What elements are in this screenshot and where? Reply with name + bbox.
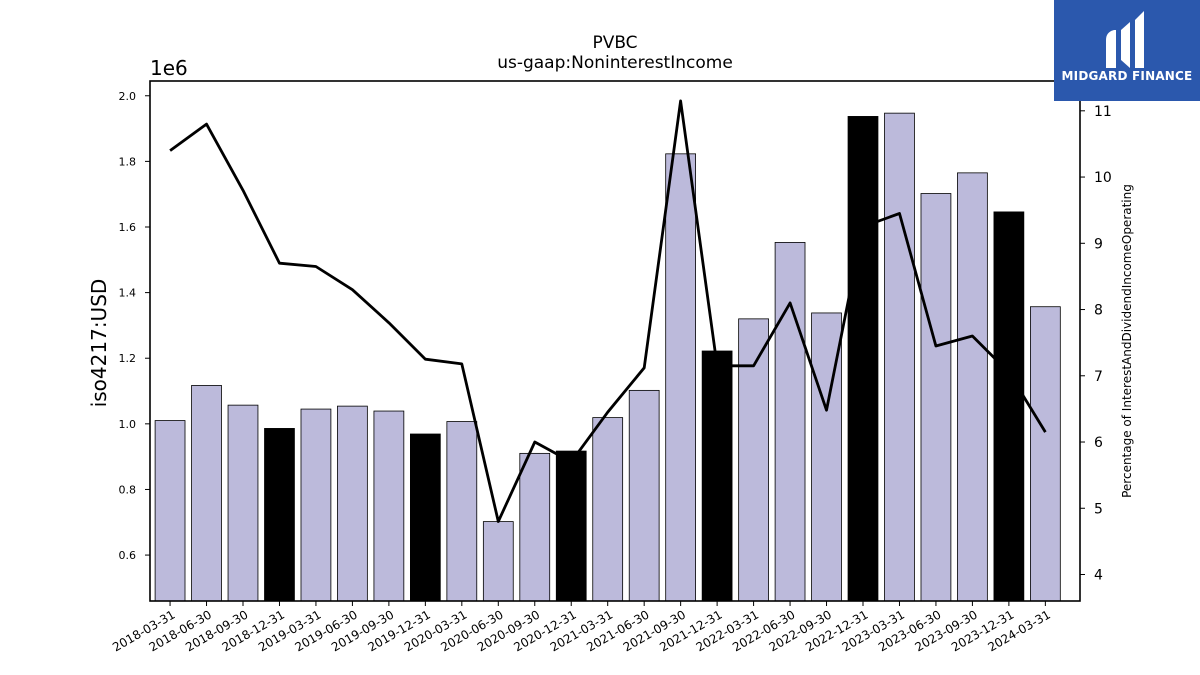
logo-mark-icon <box>1054 0 1200 101</box>
bar-2019-03-31 <box>300 408 332 602</box>
chart-subtitle: us-gaap:NoninterestIncome <box>497 53 733 73</box>
bar-2022-03-31 <box>738 318 769 602</box>
bar-2018-03-31 <box>154 420 186 602</box>
brand-logo: MIDGARD FINANCE <box>1054 0 1200 101</box>
y2-tick-label: 6 <box>1094 435 1103 451</box>
bar-2022-06-30 <box>774 242 806 602</box>
bar-2020-09-30 <box>519 452 551 602</box>
y2-tick-label: 11 <box>1094 104 1112 120</box>
bar-2022-12-31 <box>847 116 879 602</box>
y2-tick-label: 7 <box>1094 369 1103 385</box>
bar-2021-03-31 <box>592 417 624 602</box>
y2-tick-label: 4 <box>1094 568 1103 584</box>
bar-2023-09-30 <box>957 172 988 602</box>
bar-2018-06-30 <box>191 385 222 602</box>
y-tick-label: 1.8 <box>119 155 137 168</box>
plot-frame <box>149 80 1081 602</box>
y2-tick-label: 5 <box>1094 501 1103 517</box>
y2-axis-label: Percentage of InterestAndDividendIncomeO… <box>1120 184 1134 498</box>
logo-glyph-middle <box>1121 22 1130 68</box>
y2-tick-label: 10 <box>1094 170 1112 186</box>
bar-2023-03-31 <box>884 112 915 602</box>
bar-2018-09-30 <box>227 404 259 602</box>
y-axis-label: iso4217:USD <box>87 279 111 408</box>
logo-glyph-right <box>1135 11 1144 68</box>
y-offset-label: 1e6 <box>150 56 188 80</box>
y2-tick-label: 9 <box>1094 236 1103 252</box>
y-tick-label: 1.6 <box>119 221 137 234</box>
line-series <box>169 99 1047 523</box>
y-tick-label: 2.0 <box>119 90 137 103</box>
bar-2021-12-31 <box>701 350 733 602</box>
bar-2023-06-30 <box>920 193 952 602</box>
y-tick-label: 0.8 <box>119 483 137 496</box>
y2-tick-label: 8 <box>1094 303 1103 319</box>
bar-2018-12-31 <box>264 428 295 602</box>
logo-glyph-left <box>1106 30 1116 68</box>
bar-2023-12-31 <box>993 211 1025 602</box>
bar-2024-03-31 <box>1030 306 1061 602</box>
y-tick-label: 1.0 <box>119 418 137 431</box>
bar-2020-03-31 <box>446 421 478 602</box>
bar-2020-06-30 <box>482 521 514 602</box>
y-tick-label: 1.2 <box>119 352 137 365</box>
chart-title: PVBC <box>592 33 637 53</box>
bar-2019-06-30 <box>337 405 368 602</box>
bar-2020-12-31 <box>555 450 587 602</box>
y-tick-label: 0.6 <box>119 549 137 562</box>
bar-2019-09-30 <box>373 410 405 602</box>
logo-text: MIDGARD FINANCE <box>1061 69 1193 83</box>
bar-2021-09-30 <box>665 153 696 602</box>
bar-2021-06-30 <box>628 389 660 602</box>
bar-series <box>154 112 1061 602</box>
y-tick-label: 1.4 <box>119 287 137 300</box>
bar-2019-12-31 <box>409 433 441 602</box>
ratio-line <box>169 99 1047 523</box>
